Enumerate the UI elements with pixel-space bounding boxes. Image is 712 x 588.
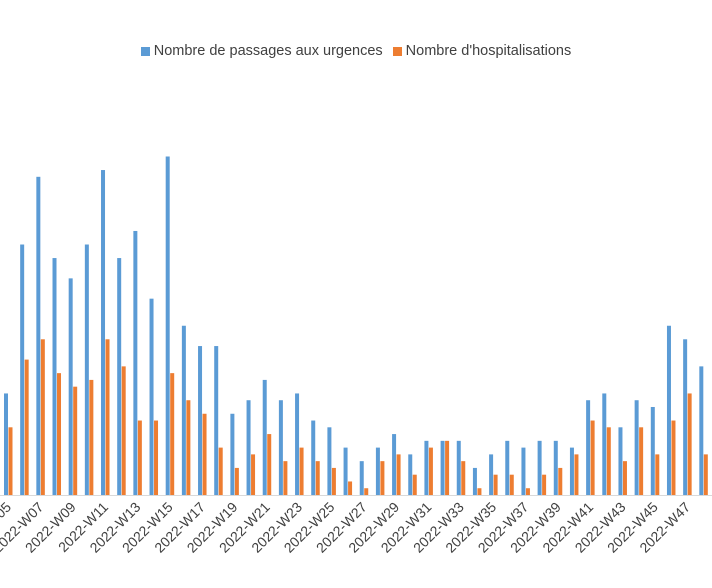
bar-hospitalisations-2022-W25 — [331, 467, 336, 495]
bar-urgences-2022-W11 — [101, 170, 106, 496]
bar-urgences-2022-W23 — [295, 393, 300, 495]
bar-urgences-2022-W43 — [618, 427, 623, 495]
bar-urgences-2022-W39 — [553, 440, 558, 495]
bar-urgences-2022-W38 — [537, 440, 542, 495]
bar-urgences-2022-W15 — [165, 156, 170, 495]
bar-hospitalisations-2022-W22 — [283, 461, 288, 495]
legend-label-urgences: Nombre de passages aux urgences — [153, 43, 383, 59]
bar-hospitalisations-2022-W36 — [509, 474, 514, 495]
bar-hospitalisations-2022-W19 — [234, 467, 239, 495]
bar-hospitalisations-2022-W37 — [525, 488, 530, 495]
bar-hospitalisations-2022-W17 — [202, 413, 207, 495]
chart-legend: Nombre de passages aux urgences Nombre d… — [0, 43, 712, 59]
bar-urgences-2022-W34 — [472, 467, 477, 495]
bar-urgences-2022-W25 — [327, 427, 332, 495]
bar-urgences-2022-W20 — [246, 400, 251, 495]
bar-urgences-2022-W30 — [408, 454, 413, 495]
bar-hospitalisations-2022-W18 — [218, 447, 223, 495]
bar-hospitalisations-2022-W23 — [299, 447, 304, 495]
bar-hospitalisations-2022-W26 — [348, 481, 353, 495]
bar-hospitalisations-2022-W28 — [380, 461, 385, 495]
bar-urgences-2022-W16 — [181, 325, 186, 495]
bar-hospitalisations-2022-W06 — [24, 359, 29, 495]
legend-label-hospitalisations: Nombre d'hospitalisations — [405, 43, 572, 59]
bar-urgences-2022-W18 — [214, 346, 219, 495]
bar-hospitalisations-2022-W09 — [73, 386, 78, 495]
bar-hospitalisations-2022-W42 — [606, 427, 611, 495]
bar-hospitalisations-2022-W29 — [396, 454, 401, 495]
bar-urgences-2022-W42 — [602, 393, 607, 495]
bar-urgences-2022-W45 — [650, 406, 655, 495]
bar-hospitalisations-2022-W16 — [186, 400, 191, 495]
bar-urgences-2022-W35 — [489, 454, 494, 495]
bar-urgences-2022-W33 — [456, 440, 461, 495]
bar-hospitalisations-2022-W40 — [574, 454, 579, 495]
bar-urgences-2022-W10 — [84, 244, 89, 495]
bar-urgences-2022-W05 — [4, 393, 8, 495]
bar-hospitalisations-2022-W44 — [639, 427, 644, 495]
bar-urgences-2022-W14 — [149, 298, 154, 495]
bar-hospitalisations-2022-W47 — [687, 393, 692, 495]
bar-hospitalisations-2022-W27 — [364, 488, 369, 495]
bar-urgences-2022-W06 — [20, 244, 25, 495]
bar-hospitalisations-2022-W30 — [412, 474, 417, 495]
bar-hospitalisations-2022-W24 — [315, 461, 320, 495]
bar-hospitalisations-2022-W20 — [251, 454, 256, 495]
bar-urgences-2022-W22 — [278, 400, 283, 495]
bar-urgences-2022-W07 — [36, 176, 41, 495]
bar-hospitalisations-2022-W32 — [445, 440, 450, 495]
bar-urgences-2022-W37 — [521, 447, 526, 495]
bar-hospitalisations-2022-W07 — [40, 339, 45, 495]
bar-urgences-2022-W09 — [68, 278, 73, 495]
bar-hospitalisations-2022-W15 — [170, 373, 175, 495]
bar-hospitalisations-2022-W13 — [137, 420, 142, 495]
bar-urgences-2022-W31 — [424, 440, 429, 495]
bar-hospitalisations-2022-W43 — [622, 461, 627, 495]
bar-urgences-2022-W24 — [311, 420, 316, 495]
bar-hospitalisations-2022-W38 — [542, 474, 547, 495]
bar-hospitalisations-2022-W21 — [267, 434, 272, 495]
bar-hospitalisations-2022-W14 — [154, 420, 159, 495]
bar-hospitalisations-2022-W41 — [590, 420, 595, 495]
bar-urgences-2022-W08 — [52, 258, 57, 495]
bar-urgences-2022-W29 — [392, 434, 397, 495]
bar-urgences-2022-W13 — [133, 230, 138, 495]
bar-hospitalisations-2022-W35 — [493, 474, 498, 495]
bar-hospitalisations-2022-W11 — [105, 339, 110, 495]
bar-urgences-2022-W46 — [666, 325, 671, 495]
legend-swatch-urgences — [140, 46, 150, 56]
bar-urgences-2022-W36 — [505, 440, 510, 495]
bar-hospitalisations-2022-W46 — [671, 420, 676, 495]
bar-hospitalisations-2022-W31 — [428, 447, 433, 495]
bar-urgences-2022-W19 — [230, 413, 235, 495]
legend-swatch-hospitalisations — [392, 46, 402, 56]
bar-urgences-2022-W12 — [117, 258, 122, 495]
bar-hospitalisations-2022-W10 — [89, 379, 94, 495]
bar-hospitalisations-2022-W05 — [8, 427, 13, 495]
bar-urgences-2022-W40 — [569, 447, 574, 495]
bar-hospitalisations-2022-W45 — [655, 454, 660, 495]
bar-urgences-2022-W41 — [586, 400, 591, 495]
bar-urgences-2022-W44 — [634, 400, 639, 495]
bar-urgences-2022-W32 — [440, 440, 445, 495]
bar-urgences-2022-W17 — [198, 346, 203, 495]
bar-hospitalisations-2022-W08 — [57, 373, 62, 495]
bar-hospitalisations-2022-W34 — [477, 488, 482, 495]
bar-hospitalisations-2022-W39 — [558, 467, 563, 495]
x-tick-labels: 2022-W052022-W072022-W092022-W112022-W13… — [0, 499, 693, 556]
bar-urgences-2022-W28 — [375, 447, 380, 495]
bar-urgences-2022-W47 — [683, 339, 688, 495]
legend-item-hospitalisations: Nombre d'hospitalisations — [392, 43, 572, 59]
bar-hospitalisations-2022-W33 — [461, 461, 466, 495]
bar-hospitalisations-2022-W12 — [121, 366, 126, 495]
bar-urgences-2022-W48 — [699, 366, 704, 495]
legend-item-urgences: Nombre de passages aux urgences — [140, 43, 383, 59]
bar-hospitalisations-2022-W48 — [703, 454, 708, 495]
bar-urgences-2022-W21 — [262, 379, 267, 495]
bar-urgences-2022-W27 — [359, 461, 364, 495]
bar-urgences-2022-W26 — [343, 447, 348, 495]
bars-group — [4, 156, 708, 496]
